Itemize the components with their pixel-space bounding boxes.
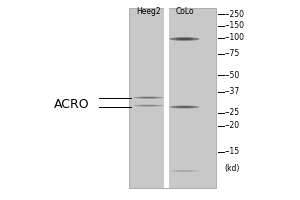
Ellipse shape [169, 106, 200, 108]
Ellipse shape [176, 38, 194, 40]
Text: --25: --25 [224, 108, 239, 117]
Ellipse shape [140, 97, 158, 98]
Ellipse shape [169, 170, 200, 172]
Text: --100: --100 [224, 33, 244, 43]
Text: --15: --15 [224, 148, 239, 156]
Text: --250: --250 [224, 10, 244, 19]
Text: ACRO: ACRO [54, 98, 90, 110]
Text: CoLo: CoLo [175, 7, 194, 16]
Ellipse shape [169, 37, 200, 41]
Ellipse shape [134, 105, 164, 107]
Text: --37: --37 [224, 88, 240, 97]
Bar [164, 8, 169, 188]
Ellipse shape [140, 105, 158, 106]
Text: (kd): (kd) [224, 164, 240, 173]
Ellipse shape [176, 106, 194, 108]
Text: --50: --50 [224, 71, 240, 79]
Text: Heeg2: Heeg2 [136, 7, 161, 16]
Text: --20: --20 [224, 121, 239, 130]
Text: --150: --150 [224, 21, 244, 30]
Ellipse shape [134, 97, 164, 99]
Text: --75: --75 [224, 49, 240, 58]
Bar [129, 8, 216, 188]
